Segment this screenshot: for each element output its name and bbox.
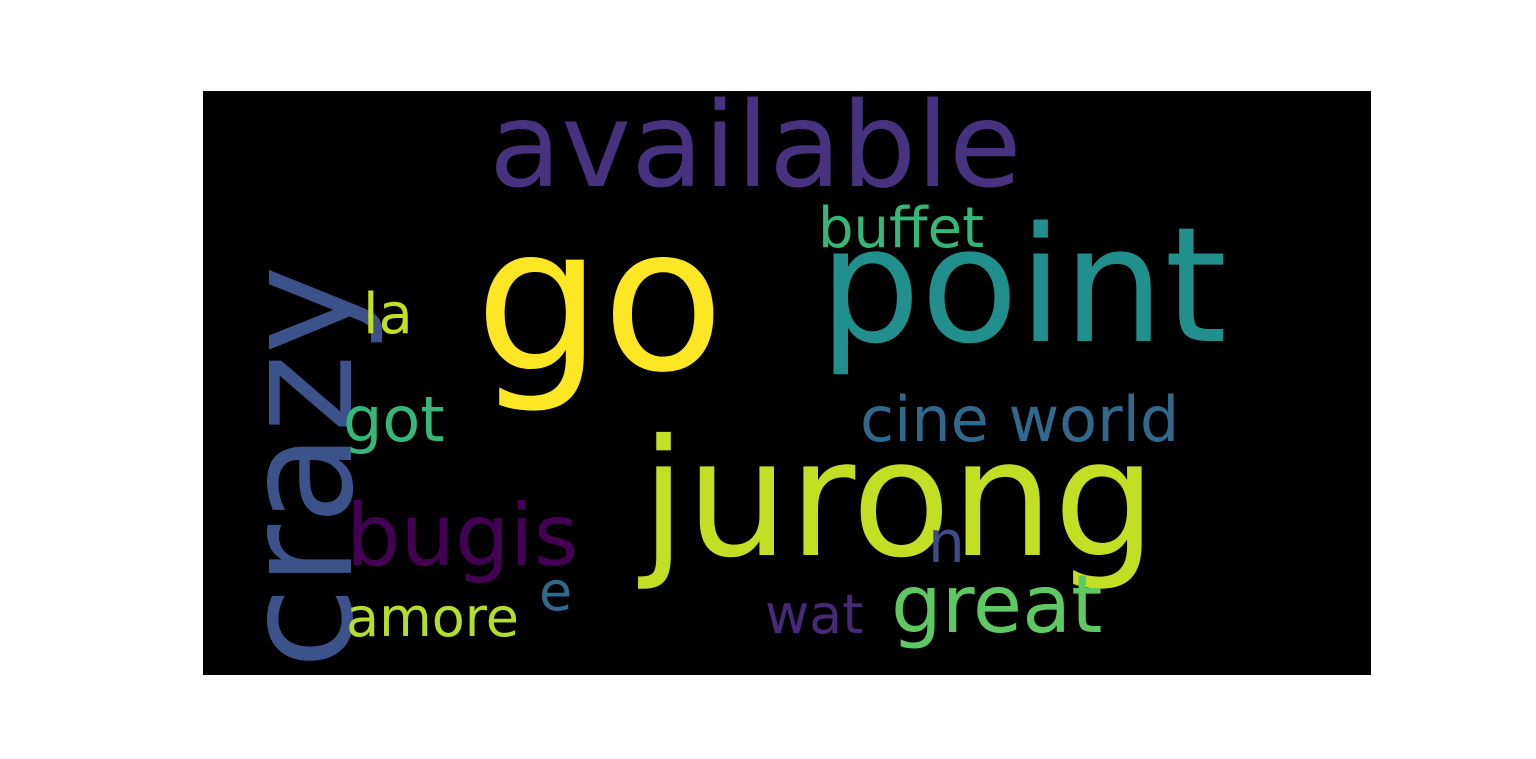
- word-point: point: [819, 192, 1228, 379]
- word-go: go: [475, 184, 725, 417]
- word-e: e: [539, 560, 573, 623]
- word-available: available: [489, 91, 1022, 214]
- word-wat: wat: [765, 583, 864, 646]
- word-cine-world: cine world: [860, 383, 1180, 456]
- word-bugis: bugis: [346, 486, 579, 586]
- word-jurong: jurong: [641, 406, 1157, 594]
- word-n: n: [928, 508, 965, 576]
- word-la: la: [363, 282, 413, 347]
- word-great: great: [891, 558, 1103, 651]
- word-amore: amore: [346, 586, 519, 649]
- word-buffet: buffet: [818, 196, 985, 261]
- word-got: got: [343, 383, 445, 456]
- word-cloud-panel: go jurong point available crazy cine wor…: [203, 91, 1371, 675]
